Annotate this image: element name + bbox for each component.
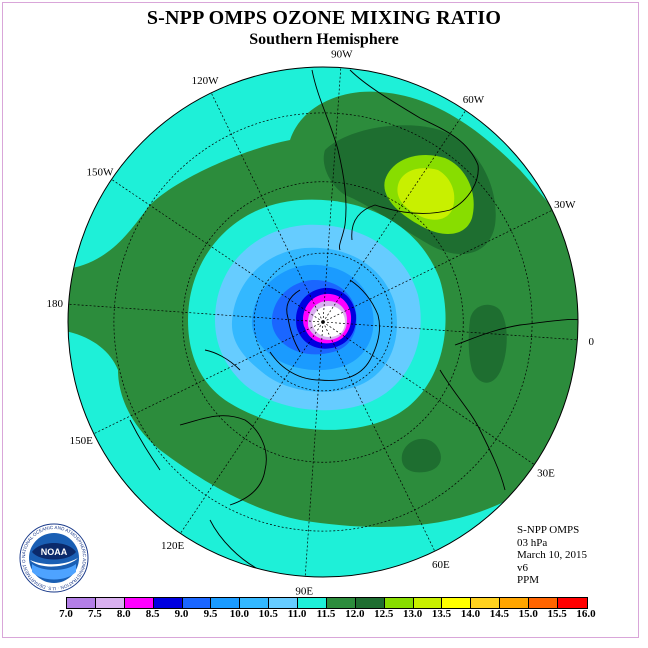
- info-level: 03 hPa: [517, 536, 548, 549]
- field-dark-east: [468, 304, 507, 383]
- info-date: March 10, 2015: [517, 549, 587, 561]
- colorbar-tick-label: 15.5: [547, 608, 567, 620]
- colorbar-segment: [67, 598, 96, 608]
- colorbar-segment: [240, 598, 270, 608]
- longitude-label: 30W: [554, 199, 576, 211]
- colorbar-tick-label: 16.0: [576, 608, 596, 620]
- longitude-label: 60E: [432, 559, 450, 571]
- longitude-labels: 0 30E 60E 90E 120E 150E 180 150W 120W 90W 60W 30W: [46, 49, 594, 598]
- colorbar-segment: [384, 598, 414, 608]
- colorbar-tick-label: 12.0: [345, 608, 365, 620]
- longitude-label: 90E: [295, 585, 313, 597]
- colorbar-tick-label: 14.5: [489, 608, 509, 620]
- colorbar-tick-label: 9.0: [174, 608, 189, 620]
- map-subtitle: Southern Hemisphere: [249, 31, 399, 48]
- colorbar-segment: [269, 598, 298, 608]
- meridian-line: [180, 321, 324, 534]
- colorbar-tick-label: 13.5: [431, 608, 452, 620]
- meridian-line: [111, 179, 324, 323]
- meridian-line: [322, 321, 436, 552]
- colorbar-segment: [557, 598, 587, 608]
- colorbar-tick-label: 12.5: [374, 608, 394, 620]
- latitude-circle: [182, 181, 464, 463]
- map-info: S-NPP OMPS 03 hPa March 10, 2015 v6 PPM: [517, 524, 587, 587]
- colorbar-segment: [326, 598, 356, 608]
- meridian-line: [322, 67, 342, 323]
- colorbar-tick-label: 11.0: [287, 608, 307, 620]
- colorbar-tick-label: 14.0: [460, 608, 481, 620]
- info-version: v6: [517, 561, 528, 574]
- meridian-line: [322, 321, 578, 341]
- svg-text:NOAA: NOAA: [41, 547, 68, 557]
- colorbar-segment: [153, 598, 183, 608]
- meridian-line: [322, 110, 466, 323]
- colorbar: [66, 597, 588, 609]
- colorbar-tick-label: 9.5: [203, 608, 218, 620]
- colorbar-ticks: 7.0 7.5 8.0 8.5 9.0 9.5 10.0 10.5 11.0 11.5 12.0 12…: [59, 608, 596, 622]
- colorbar-segment: [442, 598, 472, 608]
- colorbar-segment: [355, 598, 385, 608]
- meridian-line: [322, 321, 535, 465]
- colorbar-segment: [529, 598, 558, 608]
- info-units: PPM: [517, 574, 540, 586]
- colorbar-tick-label: 8.5: [145, 608, 160, 620]
- colorbar-tick-label: 7.0: [59, 608, 73, 620]
- latitude-circle: [253, 252, 393, 392]
- longitude-label: 60W: [463, 94, 485, 106]
- graticule: [68, 67, 578, 577]
- longitude-label: 120E: [161, 540, 185, 552]
- colorbar-tick-label: 11.5: [316, 608, 336, 620]
- colorbar-segment: [124, 598, 154, 608]
- colorbar-tick-label: 13.0: [403, 608, 423, 620]
- info-instrument: S-NPP OMPS: [517, 524, 580, 536]
- meridian-line: [322, 209, 553, 323]
- colorbar-tick-label: 10.5: [258, 608, 278, 620]
- field-dark-south: [401, 438, 441, 473]
- map-title: S-NPP OMPS OZONE MIXING RATIO: [146, 7, 502, 29]
- colorbar-tick-label: 7.5: [88, 608, 102, 620]
- coastlines: [129, 69, 578, 577]
- meridian-line: [304, 321, 324, 577]
- longitude-label: 150E: [70, 435, 94, 447]
- colorbar-segment: [413, 598, 443, 608]
- meridian-line: [68, 303, 324, 323]
- longitude-label: 30E: [537, 467, 555, 479]
- longitude-label: 0: [589, 336, 595, 348]
- meridian-line: [93, 321, 324, 435]
- colorbar-segment: [211, 598, 241, 608]
- field-high-2: [397, 168, 455, 220]
- longitude-label: 180: [46, 298, 63, 310]
- colorbar-segment: [298, 598, 327, 608]
- latitude-circle: [113, 112, 533, 532]
- colorbar-tick-label: 8.0: [116, 608, 131, 620]
- colorbar-segment: [471, 598, 501, 608]
- colorbar-segment: [95, 598, 125, 608]
- colorbar-tick-label: 10.0: [229, 608, 249, 620]
- longitude-label: 90W: [331, 49, 353, 61]
- field-pole: [312, 306, 345, 337]
- longitude-label: 120W: [192, 75, 220, 87]
- noaa-logo: NOAA NATIONAL OCEANIC AND ATMOSPHERIC AD…: [18, 522, 89, 593]
- colorbar-segment: [182, 598, 212, 608]
- colorbar-tick-label: 15.0: [518, 608, 538, 620]
- longitude-label: 150W: [87, 167, 115, 179]
- figure-frame: [2, 2, 639, 638]
- map-boundary: [67, 66, 579, 578]
- colorbar-segment: [500, 598, 529, 608]
- meridian-line: [210, 92, 324, 323]
